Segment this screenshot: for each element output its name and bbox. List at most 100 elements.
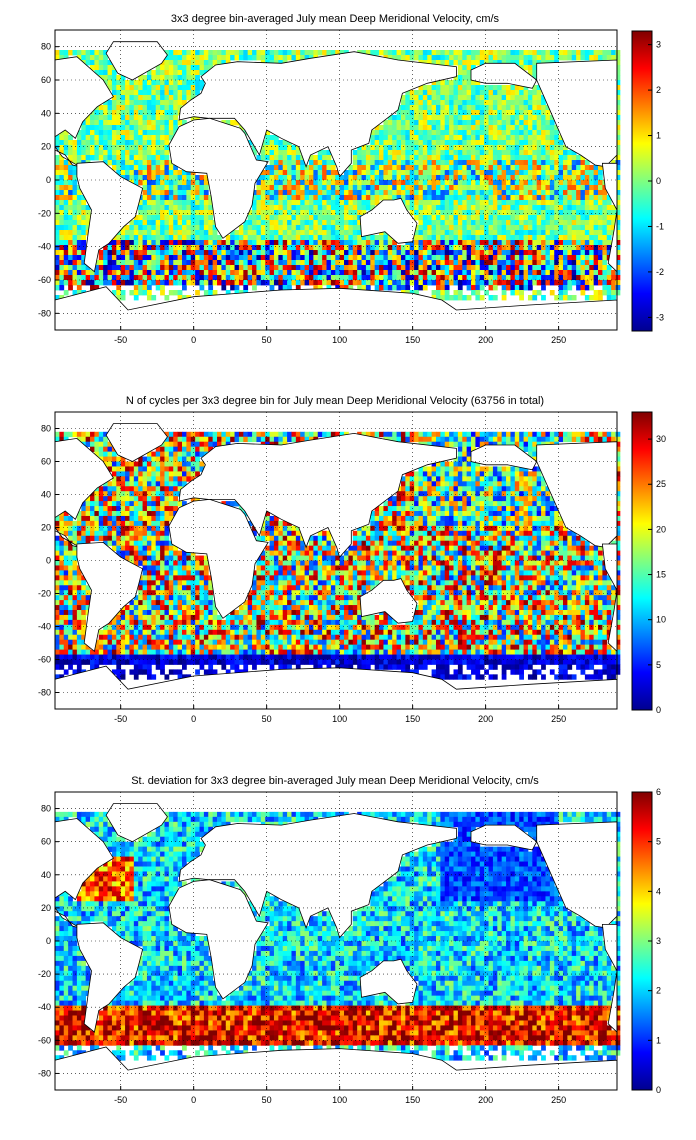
data-cell [81,250,87,256]
data-cell [203,180,209,186]
data-cell [260,210,266,216]
data-cell [457,195,463,201]
data-cell [98,446,104,452]
data-cell [554,295,560,301]
data-cell [81,511,87,517]
data-cell [151,125,157,131]
data-cell [295,260,301,266]
data-cell [182,240,187,246]
data-cell [330,250,336,256]
data-cell [589,190,595,196]
data-cell [300,265,306,271]
data-cell [545,190,551,196]
data-cell [471,155,476,161]
data-cell [256,255,262,261]
data-cell [142,230,148,236]
data-cell [545,210,551,216]
data-cell [243,280,249,286]
data-cell [414,100,419,106]
data-cell [523,210,529,216]
data-cell [256,235,262,241]
data-cell [396,110,402,116]
data-cell [129,530,135,537]
data-cell [584,275,590,281]
data-cell [479,180,485,186]
data-cell [308,210,314,216]
data-cell [562,255,568,261]
data-cell [278,260,284,266]
data-cell [497,180,503,186]
data-cell [55,145,60,151]
data-cell [304,165,310,171]
data-cell [90,649,95,655]
data-cell [155,145,161,151]
data-cell [155,230,161,236]
data-cell [405,275,411,281]
data-cell [85,275,91,281]
data-cell [287,255,292,261]
data-cell [133,540,139,547]
data-cell [120,540,126,547]
data-cell [392,260,397,266]
data-cell [265,255,270,261]
data-cell [427,275,433,281]
data-cell [598,225,603,231]
data-cell [125,644,130,650]
data-cell [431,205,437,211]
data-cell [168,120,174,126]
data-cell [471,85,476,91]
data-cell [107,511,113,517]
data-cell [304,280,310,286]
data-cell [142,75,148,81]
data-cell [589,280,595,286]
data-cell [580,170,586,176]
data-cell [217,265,222,271]
data-cell [453,135,459,141]
data-cell [387,55,393,61]
data-cell [558,275,564,281]
data-cell [414,140,419,146]
data-cell [357,270,362,276]
data-cell [562,220,568,226]
data-cell [497,205,503,211]
data-cell [72,280,78,286]
data-cell [449,165,454,171]
data-cell [208,280,214,286]
data-cell [265,270,270,276]
data-cell [260,255,266,261]
data-cell [361,265,367,271]
data-cell [562,200,568,206]
data-cell [177,100,183,106]
data-cell [177,170,183,176]
data-cell [422,130,428,136]
data-cell [593,215,599,221]
data-cell [440,270,446,276]
data-cell [545,200,551,206]
data-cell [173,235,179,241]
data-cell [435,295,441,301]
data-cell [453,150,459,156]
data-cell [155,245,161,251]
data-cell [116,530,122,537]
data-cell [462,95,468,101]
data-cell [400,255,406,261]
data-cell [580,215,586,221]
data-cell [611,285,616,291]
data-cell [580,285,586,291]
data-cell [120,105,126,111]
data-cell [265,265,270,271]
data-cell [492,200,498,206]
data-cell [431,220,437,226]
data-cell [208,270,214,276]
data-cell [55,170,60,176]
data-cell [576,190,581,196]
data-cell [160,75,165,81]
data-cell [103,160,108,166]
data-cell [352,250,358,256]
data-cell [374,190,380,196]
data-cell [63,595,69,601]
data-cell [304,170,310,176]
data-cell [427,110,433,116]
data-cell [514,240,520,246]
data-cell [615,280,621,286]
